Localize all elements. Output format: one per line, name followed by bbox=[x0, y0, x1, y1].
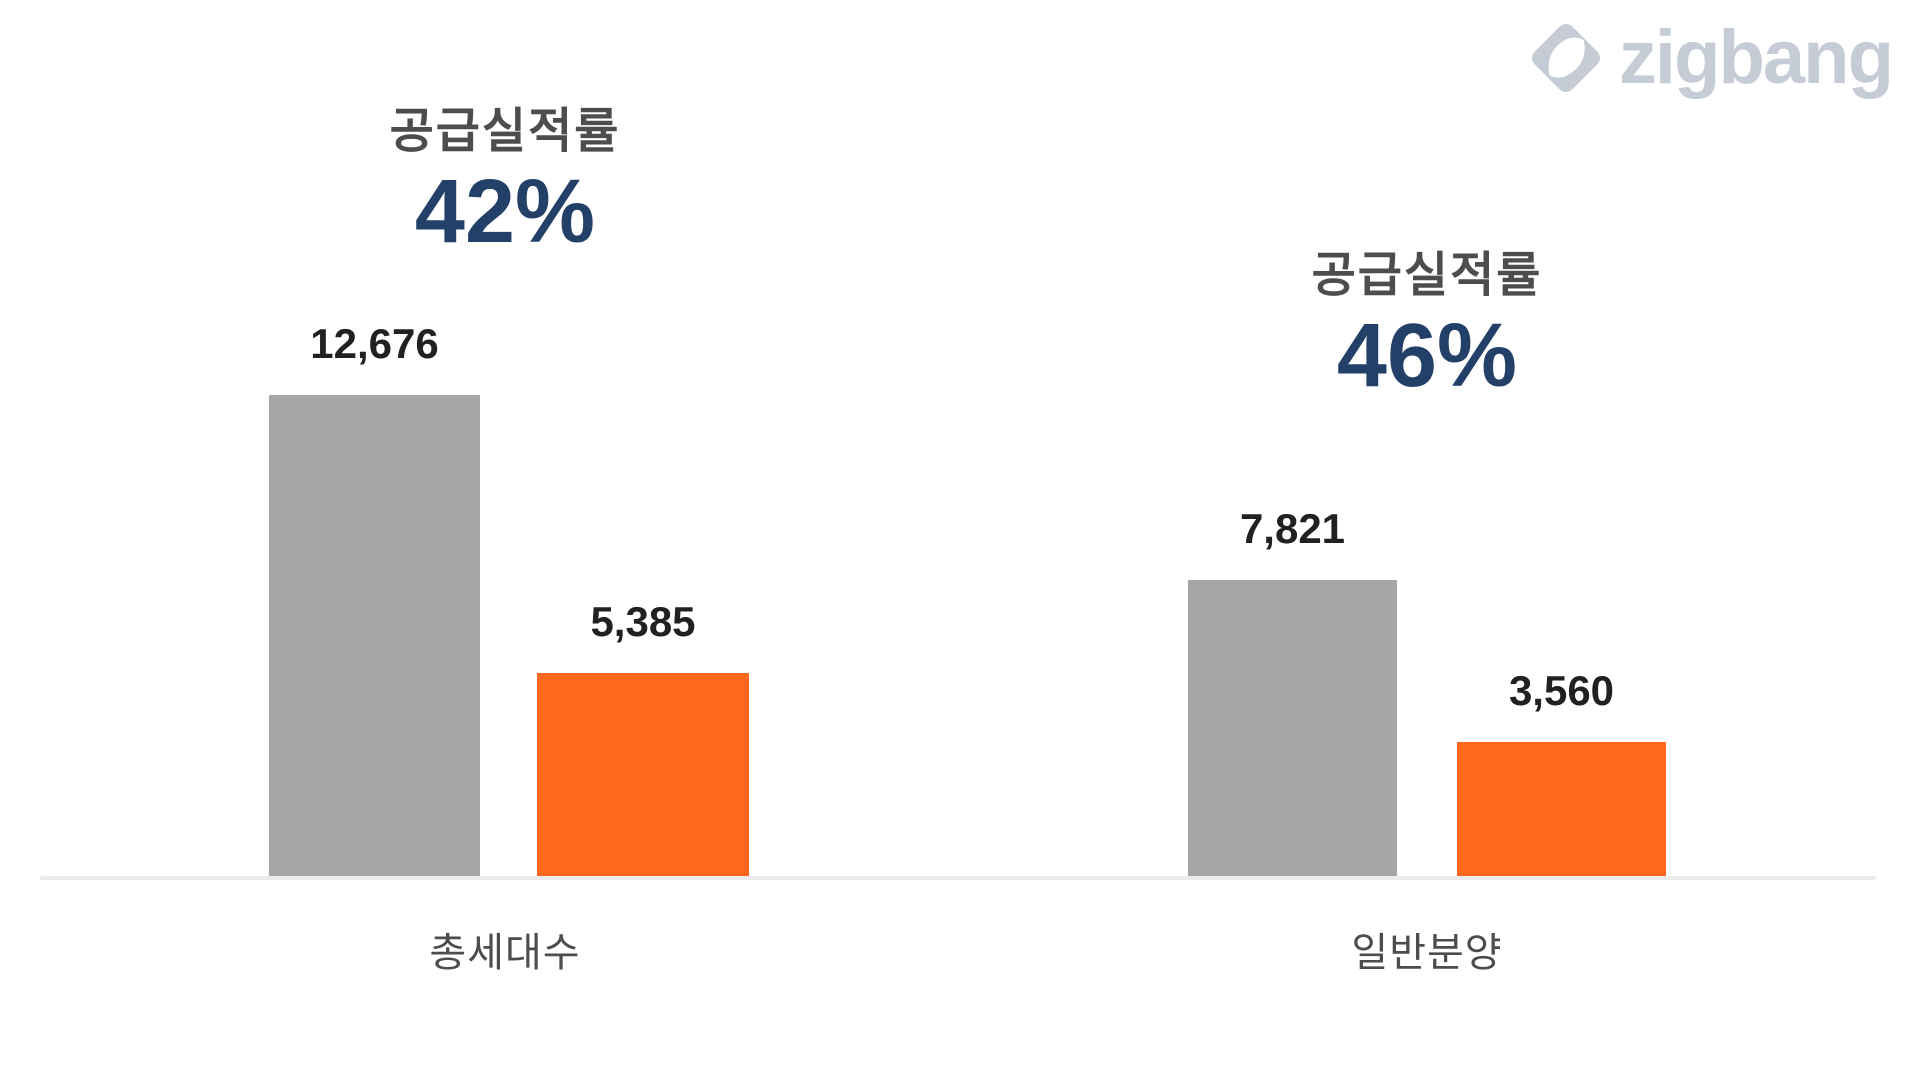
bar-value-label: 5,385 bbox=[590, 598, 696, 645]
x-axis-line bbox=[40, 876, 1876, 880]
group1-header-label: 공급실적률 bbox=[389, 105, 621, 158]
zigbang-logo: zigbang bbox=[1529, 15, 1894, 100]
bar-value-label: 3,560 bbox=[1508, 667, 1615, 714]
bar-orange-group1 bbox=[537, 673, 749, 878]
group2-header: 공급실적률 46% bbox=[1217, 248, 1637, 404]
bar-gray-group2 bbox=[1188, 580, 1397, 878]
bar-value-label: 7,821 bbox=[1239, 505, 1346, 552]
zigbang-wordmark: zigbang bbox=[1618, 15, 1894, 100]
group1-header: 공급실적률 42% bbox=[295, 104, 715, 260]
group2-percent: 46% bbox=[1336, 306, 1518, 407]
group1-percent: 42% bbox=[414, 162, 596, 263]
bar-value-label: 12,676 bbox=[310, 320, 439, 367]
category-label-group2: 일반분양 bbox=[1351, 931, 1503, 975]
group2-header-label: 공급실적률 bbox=[1311, 249, 1543, 302]
category-label-group1: 총세대수 bbox=[429, 931, 581, 975]
bar-orange-group2 bbox=[1457, 742, 1666, 878]
bar-gray-group1 bbox=[269, 395, 480, 878]
zigbang-leaf-icon bbox=[1529, 21, 1603, 95]
